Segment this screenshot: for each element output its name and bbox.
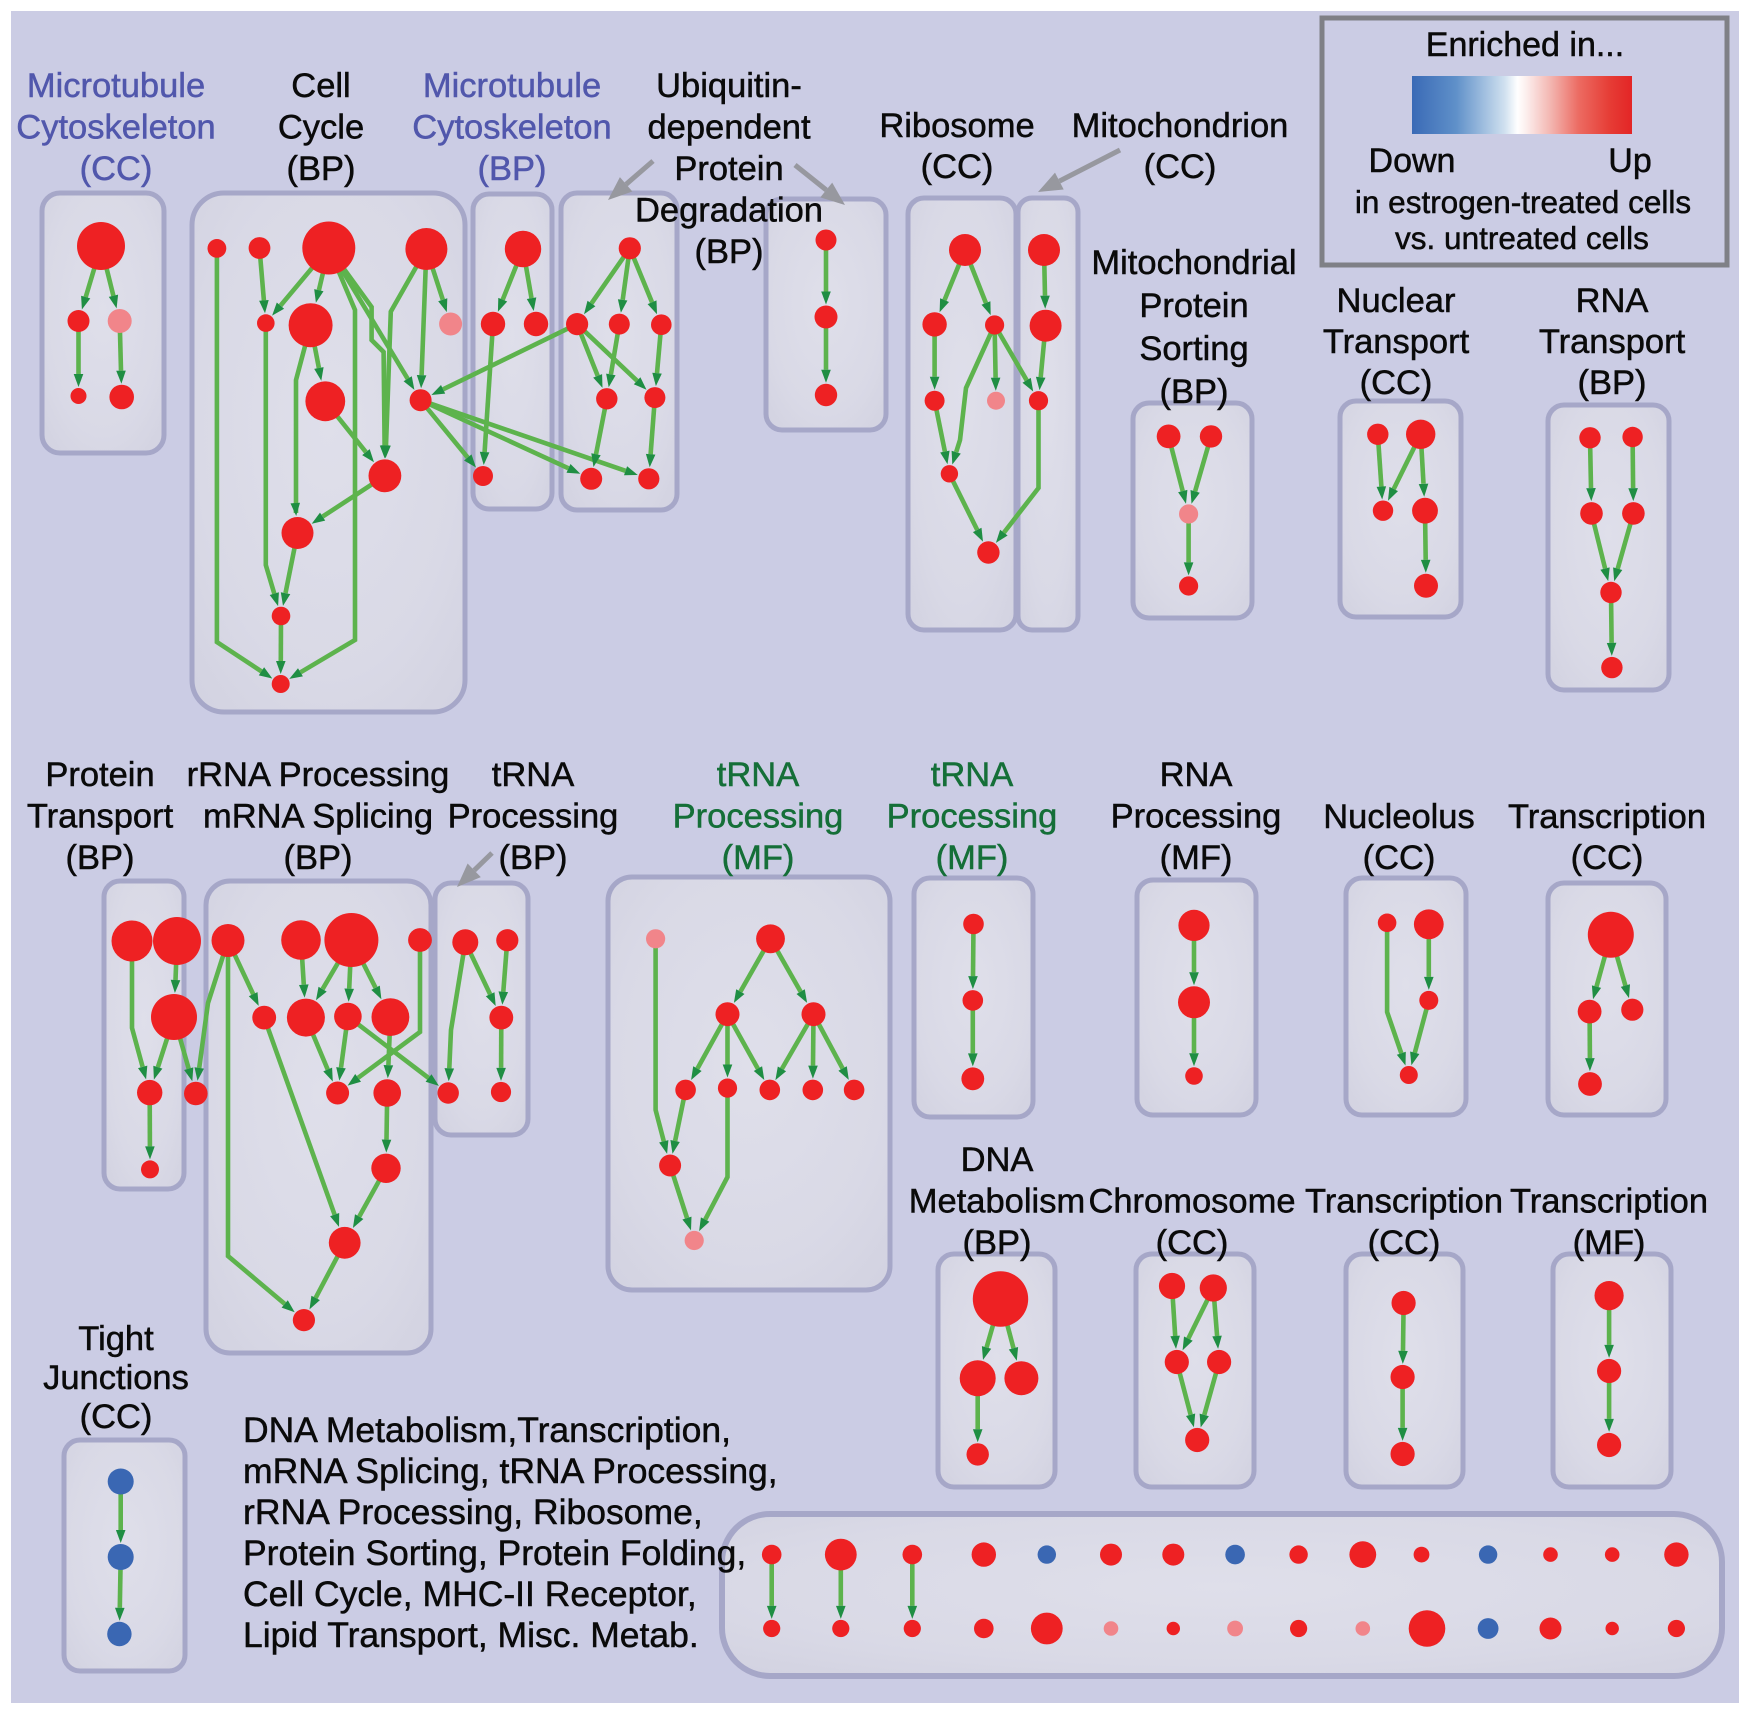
svg-text:Sorting: Sorting — [1139, 330, 1248, 368]
svg-text:Chromosome: Chromosome — [1088, 1183, 1295, 1221]
svg-text:mRNA Splicing, tRNA Processing: mRNA Splicing, tRNA Processing, — [243, 1451, 778, 1491]
svg-text:(MF): (MF) — [722, 839, 795, 877]
svg-text:tRNA: tRNA — [492, 756, 574, 794]
svg-text:Ribosome: Ribosome — [879, 107, 1034, 145]
svg-text:(CC): (CC) — [1156, 1224, 1229, 1262]
svg-text:(CC): (CC) — [80, 1398, 153, 1436]
svg-text:(CC): (CC) — [80, 150, 153, 188]
svg-text:Transcription: Transcription — [1305, 1183, 1503, 1221]
svg-text:rRNA Processing, Ribosome,: rRNA Processing, Ribosome, — [243, 1492, 703, 1532]
svg-text:Ubiquitin-: Ubiquitin- — [656, 67, 802, 105]
svg-text:tRNA: tRNA — [717, 756, 799, 794]
svg-text:Transport: Transport — [27, 798, 174, 836]
svg-text:Processing: Processing — [673, 798, 844, 836]
svg-text:Mitochondrion: Mitochondrion — [1072, 107, 1289, 145]
svg-text:(BP): (BP) — [499, 839, 568, 877]
svg-text:Processing: Processing — [1111, 798, 1282, 836]
svg-text:Cytoskeleton: Cytoskeleton — [412, 109, 611, 147]
svg-text:(BP): (BP) — [284, 839, 353, 877]
svg-text:Transcription: Transcription — [1510, 1183, 1708, 1221]
svg-text:RNA: RNA — [1576, 282, 1649, 320]
svg-text:Cell Cycle, MHC-II Receptor,: Cell Cycle, MHC-II Receptor, — [243, 1574, 697, 1614]
svg-text:(BP): (BP) — [695, 233, 764, 271]
svg-text:(CC): (CC) — [1363, 839, 1436, 877]
svg-text:Up: Up — [1608, 142, 1651, 180]
svg-text:Microtubule: Microtubule — [423, 67, 601, 105]
svg-text:Degradation: Degradation — [635, 192, 823, 230]
svg-text:Mitochondrial: Mitochondrial — [1091, 244, 1296, 282]
svg-text:(BP): (BP) — [1578, 364, 1647, 402]
svg-text:(CC): (CC) — [1571, 839, 1644, 877]
svg-text:Protein: Protein — [674, 150, 783, 188]
svg-text:RNA: RNA — [1160, 756, 1233, 794]
svg-text:(BP): (BP) — [66, 839, 135, 877]
svg-text:(BP): (BP) — [963, 1224, 1032, 1262]
svg-text:Tight: Tight — [78, 1320, 154, 1358]
svg-text:(MF): (MF) — [936, 839, 1009, 877]
svg-text:Cell: Cell — [291, 67, 350, 105]
svg-text:Protein Sorting, Protein Foldi: Protein Sorting, Protein Folding, — [243, 1533, 746, 1573]
svg-text:Transcription: Transcription — [1508, 798, 1706, 836]
svg-text:Nuclear: Nuclear — [1337, 282, 1456, 320]
svg-text:Transport: Transport — [1323, 323, 1470, 361]
svg-text:DNA Metabolism,Transcription,: DNA Metabolism,Transcription, — [243, 1410, 731, 1450]
svg-text:vs. untreated cells: vs. untreated cells — [1395, 220, 1649, 256]
svg-text:Protein: Protein — [45, 756, 154, 794]
svg-text:Metabolism: Metabolism — [909, 1183, 1085, 1221]
svg-text:Cycle: Cycle — [278, 109, 364, 147]
svg-text:dependent: dependent — [647, 109, 810, 147]
svg-text:(BP): (BP) — [287, 150, 356, 188]
svg-text:Processing: Processing — [887, 798, 1058, 836]
svg-text:(CC): (CC) — [921, 148, 994, 186]
svg-text:(MF): (MF) — [1573, 1224, 1646, 1262]
svg-text:Enriched in...: Enriched in... — [1426, 26, 1624, 64]
svg-text:in estrogen-treated cells: in estrogen-treated cells — [1355, 184, 1691, 220]
svg-text:(BP): (BP) — [1160, 373, 1229, 411]
svg-text:DNA: DNA — [961, 1141, 1034, 1179]
svg-text:(MF): (MF) — [1160, 839, 1233, 877]
svg-text:mRNA Splicing: mRNA Splicing — [203, 798, 433, 836]
svg-text:Down: Down — [1369, 142, 1456, 180]
svg-text:Cytoskeleton: Cytoskeleton — [16, 109, 215, 147]
svg-text:Nucleolus: Nucleolus — [1323, 798, 1475, 836]
svg-text:(CC): (CC) — [1368, 1224, 1441, 1262]
svg-text:Junctions: Junctions — [43, 1359, 189, 1397]
svg-text:(BP): (BP) — [478, 150, 547, 188]
svg-text:Protein: Protein — [1139, 287, 1248, 325]
svg-text:Microtubule: Microtubule — [27, 67, 205, 105]
svg-text:(CC): (CC) — [1144, 148, 1217, 186]
svg-text:tRNA: tRNA — [931, 756, 1013, 794]
svg-text:Lipid Transport, Misc. Metab.: Lipid Transport, Misc. Metab. — [243, 1615, 699, 1655]
svg-text:rRNA Processing: rRNA Processing — [187, 756, 450, 794]
svg-text:Processing: Processing — [448, 798, 619, 836]
svg-text:(CC): (CC) — [1360, 364, 1433, 402]
svg-text:Transport: Transport — [1539, 323, 1686, 361]
